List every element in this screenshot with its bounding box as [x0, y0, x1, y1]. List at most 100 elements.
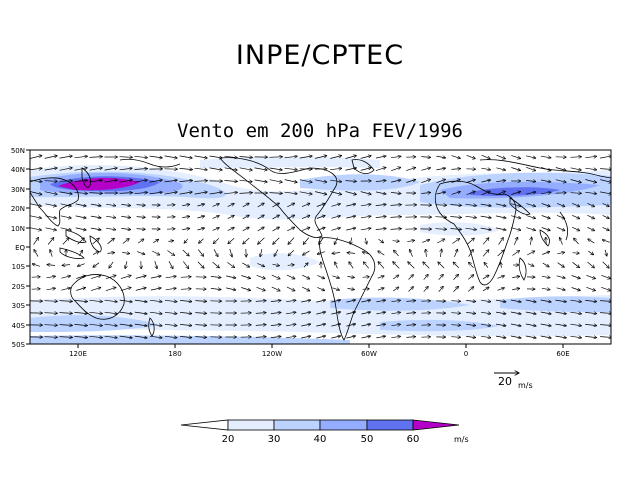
- wind-vector: [360, 191, 372, 195]
- wind-vector: [284, 156, 298, 158]
- wind-vector: [480, 204, 492, 206]
- wind-vector: [119, 168, 133, 170]
- wind-vector: [423, 274, 429, 280]
- wind-vector: [360, 204, 371, 206]
- wind-vector: [600, 191, 611, 194]
- wind-vector: [345, 156, 357, 159]
- wind-vector: [585, 192, 596, 194]
- wind-vector: [560, 237, 563, 245]
- wind-vector: [572, 214, 580, 218]
- wind-vector: [556, 215, 565, 218]
- wind-vector: [525, 311, 536, 314]
- wind-vector: [242, 203, 250, 208]
- wind-vector: [90, 216, 101, 218]
- wind-vector: [288, 237, 295, 245]
- wind-vector: [510, 323, 521, 326]
- wind-vector: [390, 205, 402, 206]
- wind-vector: [362, 277, 370, 278]
- wind-vector: [331, 336, 340, 339]
- wind-vector: [59, 301, 73, 302]
- wind-vector: [421, 179, 430, 184]
- wind-vector: [255, 337, 266, 338]
- wind-vector: [570, 193, 582, 194]
- wind-vector: [44, 156, 58, 159]
- wind-vector: [525, 299, 536, 302]
- wind-vector: [44, 337, 58, 338]
- wind-vector: [224, 192, 238, 193]
- wind-vector: [450, 229, 461, 230]
- wind-vector: [119, 312, 133, 314]
- wind-vector: [570, 300, 581, 302]
- wind-vector: [136, 251, 145, 255]
- wind-vector: [426, 249, 427, 257]
- wind-vector: [365, 237, 367, 244]
- colorbar-label-50: 50: [361, 434, 374, 445]
- wind-vector: [570, 324, 581, 326]
- wind-vector: [495, 336, 506, 338]
- wind-vector: [74, 180, 88, 181]
- lon-tick: 60E: [556, 344, 570, 358]
- wind-vector: [527, 263, 534, 267]
- wind-vector: [466, 300, 476, 301]
- wind-vector: [256, 286, 266, 290]
- wind-vector: [180, 324, 192, 325]
- wind-vector: [335, 262, 338, 269]
- wind-vector: [540, 166, 551, 170]
- wind-vector: [585, 312, 597, 313]
- wind-vector: [317, 251, 326, 255]
- wind-vector: [482, 238, 489, 245]
- wind-vector: [557, 262, 565, 268]
- wind-vector: [495, 203, 506, 206]
- wind-vector: [301, 336, 311, 338]
- wind-vector: [436, 192, 445, 194]
- wind-vector: [407, 240, 414, 241]
- wind-vector: [511, 155, 520, 158]
- wind-vector: [346, 336, 355, 339]
- wind-vector: [180, 277, 191, 278]
- wind-vector: [317, 287, 324, 290]
- wind-vector: [301, 324, 311, 326]
- wind-vector: [466, 312, 476, 313]
- wind-vector: [257, 203, 265, 208]
- wind-vector: [62, 265, 71, 266]
- wind-vector: [89, 300, 103, 301]
- wind-vector: [525, 335, 536, 338]
- wind-vector: [496, 154, 506, 159]
- wind-vector: [197, 261, 204, 269]
- wind-vector: [540, 323, 552, 326]
- wind-vector: [44, 313, 58, 314]
- wind-vector: [107, 238, 115, 245]
- wind-vector: [330, 156, 341, 159]
- wind-vector: [179, 155, 193, 158]
- wind-vector: [284, 179, 298, 183]
- wind-speed-shading: [30, 150, 611, 344]
- colorbar-segment-40-50: [319, 419, 368, 431]
- lat-label-50s: 50S: [12, 341, 26, 349]
- wind-vector: [61, 288, 70, 291]
- wind-vector: [480, 216, 492, 218]
- wind-vector: [60, 215, 72, 218]
- wind-vector: [466, 154, 476, 158]
- wind-vector: [134, 312, 147, 314]
- wind-vector: [375, 180, 386, 181]
- wind-vector: [390, 156, 401, 157]
- wind-vector: [360, 216, 371, 218]
- wind-vector: [572, 253, 580, 254]
- wind-vector: [410, 249, 413, 257]
- wind-vector: [540, 180, 551, 182]
- wind-vector: [330, 180, 341, 182]
- wind-vector: [134, 324, 147, 326]
- wind-vector: [242, 215, 250, 220]
- wind-vector: [227, 227, 235, 231]
- wind-vector: [228, 237, 235, 244]
- wind-vector: [451, 301, 460, 302]
- wind-vector: [363, 262, 369, 269]
- wind-vector: [270, 312, 281, 313]
- wind-vector: [451, 192, 461, 195]
- colorbar-segment-20-30: [227, 419, 275, 431]
- wind-vector: [377, 276, 384, 278]
- wind-vector: [481, 300, 491, 301]
- longitude-axis: 120E 180 120W 60W 0 60E: [69, 344, 570, 358]
- wind-vector: [76, 288, 85, 291]
- wind-vector: [119, 193, 133, 194]
